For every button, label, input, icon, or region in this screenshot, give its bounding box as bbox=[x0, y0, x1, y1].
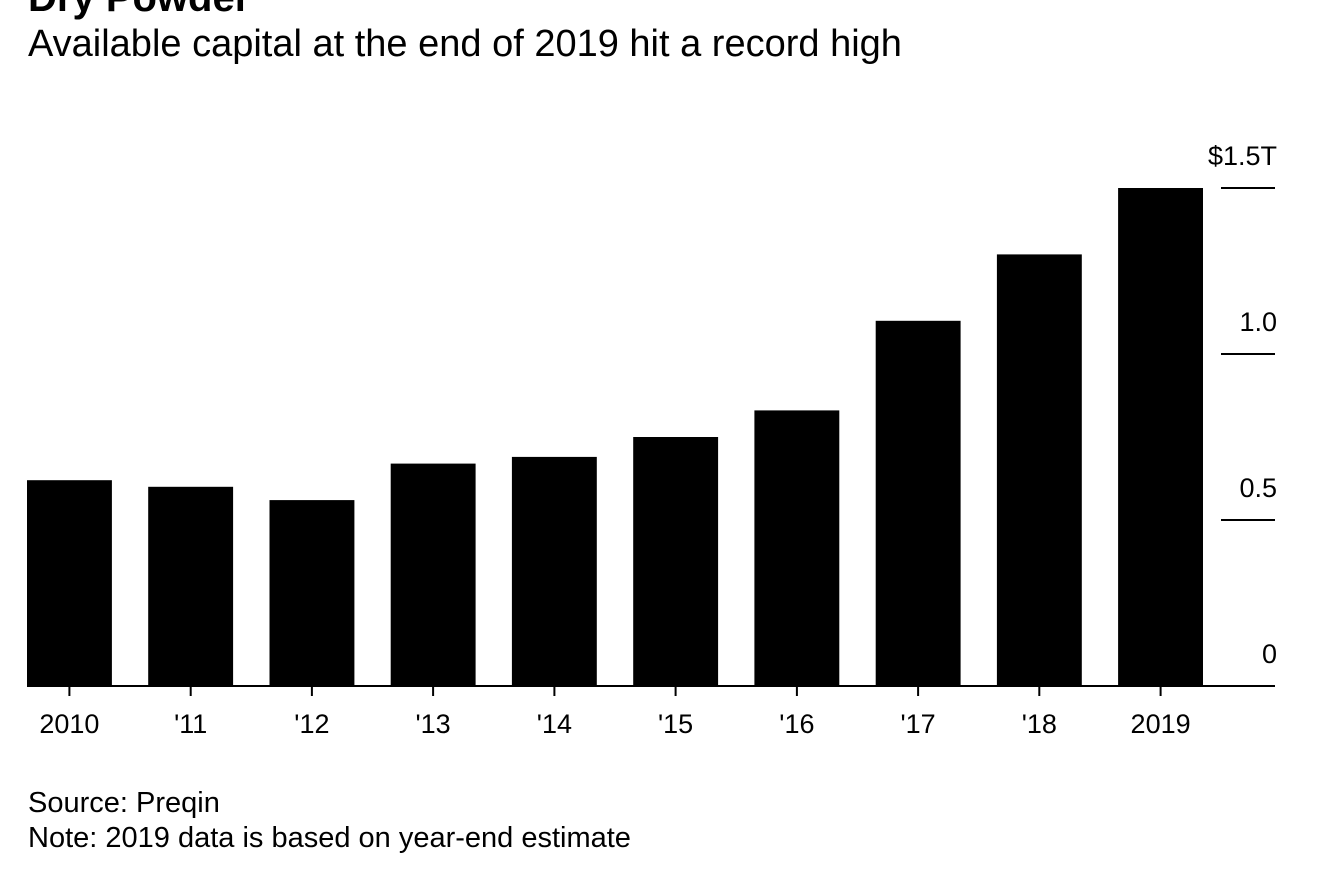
x-tick-label-4: '14 bbox=[537, 709, 572, 739]
chart-title: Dry Powder bbox=[28, 0, 250, 18]
bar-1 bbox=[148, 486, 234, 686]
source-note: Source: Preqin bbox=[28, 787, 220, 819]
x-tick-label-1: '11 bbox=[174, 709, 207, 739]
x-tick-label-7: '17 bbox=[901, 709, 936, 739]
x-tick-label-8: '18 bbox=[1022, 709, 1057, 739]
y-tick-label-2: 1.0 bbox=[1239, 307, 1277, 337]
x-tick-label-6: '16 bbox=[779, 709, 814, 739]
y-tick-label-0: 0 bbox=[1262, 639, 1277, 669]
bar-chart: 0 0.5 1.0 $1.5T 2010 '11 '12 '13 '14 '15 '16 '17 '1… bbox=[27, 141, 1277, 739]
x-tick-label-3: '13 bbox=[416, 709, 451, 739]
y-tick-label-3: $1.5T bbox=[1208, 141, 1277, 171]
bar-2 bbox=[269, 500, 355, 686]
bar-8 bbox=[996, 254, 1082, 686]
data-note: Note: 2019 data is based on year-end est… bbox=[28, 822, 631, 854]
bar-0 bbox=[27, 480, 112, 686]
bar-6 bbox=[754, 410, 840, 686]
chart-subtitle: Available capital at the end of 2019 hit… bbox=[28, 23, 902, 65]
bar-4 bbox=[511, 456, 597, 686]
bar-5 bbox=[633, 437, 719, 686]
x-tick-label-0: 2010 bbox=[39, 709, 99, 739]
chart-footer: Source: Preqin Note: 2019 data is based … bbox=[28, 786, 631, 856]
x-tick-label-2: '12 bbox=[294, 709, 329, 739]
x-axis-group: 2010 '11 '12 '13 '14 '15 '16 '17 '18 2019 bbox=[39, 686, 1191, 739]
bar-3 bbox=[390, 463, 476, 686]
x-tick-label-5: '15 bbox=[658, 709, 693, 739]
bar-7 bbox=[875, 320, 961, 686]
y-axis-group: 0 0.5 1.0 $1.5T bbox=[1208, 141, 1277, 669]
bars-group bbox=[27, 188, 1203, 686]
bar-9 bbox=[1118, 188, 1203, 686]
y-tick-label-1: 0.5 bbox=[1239, 473, 1277, 503]
x-tick-label-9: 2019 bbox=[1131, 709, 1191, 739]
